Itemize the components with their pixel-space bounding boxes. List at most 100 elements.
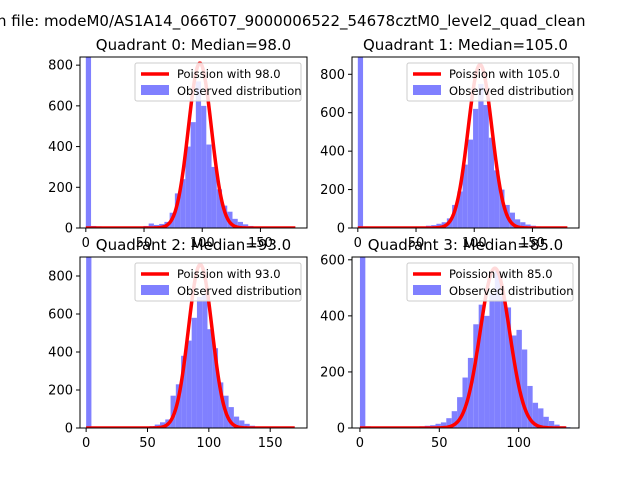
histogram-bar <box>520 222 526 228</box>
legend-entry-poisson: Poission with 105.0 <box>449 67 560 81</box>
poisson-curve <box>85 262 296 428</box>
legend-entry-observed: Observed distribution <box>449 284 574 298</box>
legend: Poission with 85.0 Observed distribution <box>406 262 574 302</box>
histogram-bar <box>174 193 181 228</box>
subplot-quadrant-0: Quadrant 0: Median=98.0 0 50 100 150 0 200 400… <box>48 36 308 251</box>
subplot-title-quadrant-3: Quadrant 3: Median=85.0 <box>368 236 563 254</box>
x-tick-label: 50 <box>431 436 448 451</box>
legend-box <box>134 62 302 102</box>
x-tick-label: 150 <box>248 236 273 251</box>
histogram-bar <box>191 317 197 428</box>
poisson-curve <box>84 61 297 228</box>
histogram-bar <box>85 57 92 228</box>
histogram-bar <box>86 257 92 428</box>
histogram-bar <box>446 418 452 428</box>
histogram-bar <box>489 293 495 428</box>
histogram-bar <box>233 416 240 428</box>
histogram-bar <box>435 423 441 428</box>
legend-entry-poisson: Poission with 98.0 <box>177 67 281 81</box>
histogram-bar <box>532 402 539 428</box>
histogram-bar <box>218 382 224 428</box>
x-tick-label: 0 <box>356 436 364 451</box>
histogram-bar <box>185 146 191 228</box>
histogram-bar <box>222 205 228 228</box>
y-tick-label: 400 <box>48 140 73 155</box>
histogram-bar <box>516 329 522 428</box>
histogram-bar <box>181 355 187 428</box>
legend: Poission with 98.0 Observed distribution <box>134 62 302 102</box>
legend: Poission with 105.0 Observed distribution <box>406 62 574 102</box>
x-tick-label: 0 <box>82 436 90 451</box>
legend: Poission with 93.0 Observed distribution <box>134 262 302 302</box>
histogram-bar <box>451 411 458 428</box>
histogram-bar <box>440 422 447 428</box>
x-tick-label: 150 <box>520 236 545 251</box>
axes-frame <box>79 256 308 429</box>
y-tick-label: 800 <box>320 68 345 83</box>
y-tick-label: 200 <box>320 183 345 198</box>
histogram-bar <box>211 166 217 228</box>
histogram-bar <box>462 164 468 228</box>
subplot-title-quadrant-0: Quadrant 0: Median=98.0 <box>96 36 291 54</box>
histogram-bar <box>201 105 207 228</box>
y-tick-label: 400 <box>320 145 345 160</box>
histogram-bar <box>457 397 463 428</box>
y-tick-label: 0 <box>337 422 345 437</box>
y-tick-label: 400 <box>48 346 73 361</box>
y-tick-label: 600 <box>48 99 73 114</box>
legend-entry-observed: Observed distribution <box>177 84 302 98</box>
plot-area <box>84 57 297 228</box>
x-tick-label: 100 <box>190 236 215 251</box>
y-tick-label: 800 <box>48 270 73 285</box>
histogram-bar <box>543 416 549 428</box>
histogram-bar <box>148 223 154 228</box>
histogram-bar <box>509 212 515 228</box>
legend-box <box>134 262 302 302</box>
subplot-quadrant-3: Quadrant 3: Median=85.0 0 50 100 0 200 400 600… <box>320 236 580 451</box>
x-tick-label: 100 <box>506 436 531 451</box>
histogram-bar <box>494 170 500 228</box>
histogram-bar <box>467 139 474 228</box>
histogram-bar <box>499 189 505 228</box>
legend-bar-swatch <box>141 85 169 95</box>
histogram-bar <box>505 307 512 428</box>
histogram-bar <box>196 296 203 428</box>
x-tick-label: 50 <box>136 236 153 251</box>
histogram-bar <box>195 81 202 228</box>
histogram-bar <box>237 221 243 228</box>
legend-entry-observed: Observed distribution <box>449 84 574 98</box>
histogram-bar <box>483 105 489 228</box>
x-tick-label: 50 <box>139 436 156 451</box>
histogram-bar <box>175 384 182 428</box>
histogram-bar <box>202 295 208 428</box>
histogram-bar <box>186 340 192 428</box>
histogram-bar <box>239 420 245 428</box>
y-tick-label: 200 <box>320 365 345 380</box>
histogram-bar <box>473 324 479 428</box>
y-tick-label: 400 <box>320 309 345 324</box>
histogram-bar <box>232 218 238 228</box>
legend-entry-poisson: Poission with 93.0 <box>177 267 281 281</box>
plot-area <box>85 257 298 428</box>
histogram-bar <box>244 423 250 428</box>
histogram-bar <box>494 271 501 428</box>
histogram-bar <box>359 257 366 428</box>
histogram-bar <box>357 57 364 228</box>
histogram-bar <box>212 348 219 428</box>
y-tick-label: 600 <box>320 106 345 121</box>
x-tick-label: 0 <box>354 236 362 251</box>
histogram-bar <box>538 408 544 428</box>
histogram-bar <box>473 108 479 228</box>
y-tick-label: 200 <box>48 181 73 196</box>
y-tick-label: 800 <box>48 59 73 74</box>
subplot-title-quadrant-1: Quadrant 1: Median=105.0 <box>363 36 568 54</box>
histogram-bar <box>242 224 249 228</box>
legend-box <box>406 62 574 102</box>
histogram-bar <box>216 189 223 228</box>
legend-bar-swatch <box>413 85 441 95</box>
y-tick-label: 600 <box>320 253 345 268</box>
subplot-title-quadrant-2: Quadrant 2: Median=93.0 <box>96 236 291 254</box>
axes-frame <box>351 256 580 429</box>
x-tick-label: 150 <box>258 436 283 451</box>
